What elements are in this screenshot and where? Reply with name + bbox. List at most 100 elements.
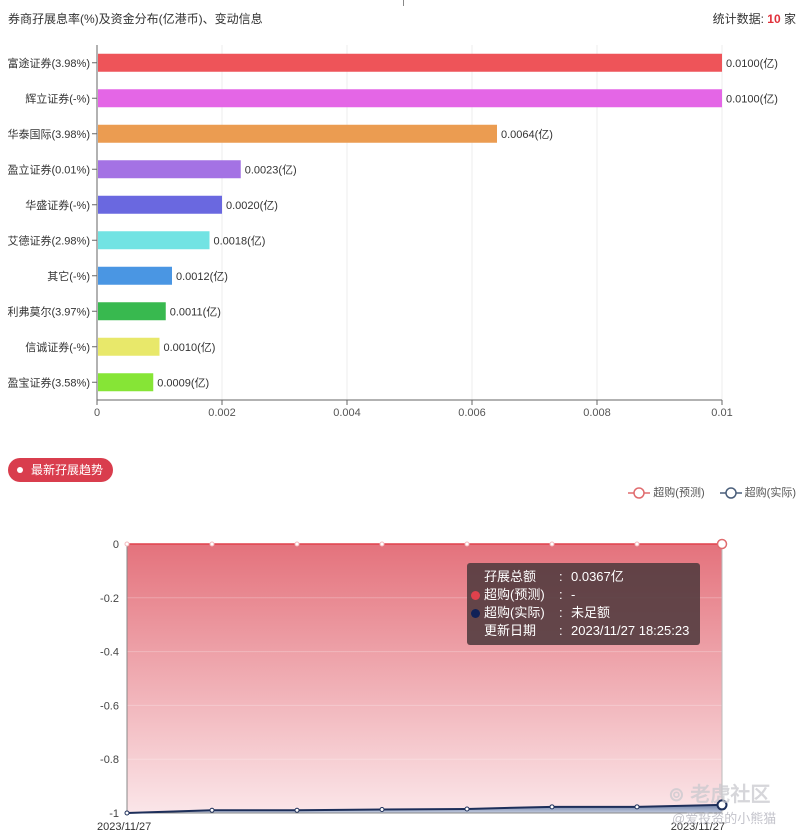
bar-x-tick-label: 0.006 (458, 407, 486, 419)
bar-x-tick-label: 0.01 (711, 407, 732, 419)
bar-category-label: 利弗莫尔(3.97%) (7, 304, 90, 318)
area-y-tick-label: -1 (109, 808, 119, 820)
bar (98, 231, 210, 250)
tooltip-row-total: 孖展总额 : 0.0367亿 (467, 568, 700, 586)
actual-point (464, 806, 470, 812)
tooltip-separator: : (559, 623, 563, 638)
actual-point (294, 807, 300, 813)
tooltip-key-total: 孖展总额 (484, 569, 537, 584)
predicted-point (549, 541, 555, 547)
predicted-point (634, 541, 640, 547)
stats-summary: 统计数据: 10 家 (713, 10, 796, 27)
bar-category-label: 华盛证券(-%) (25, 198, 90, 212)
actual-line (126, 803, 723, 814)
tooltip-separator: : (559, 605, 563, 620)
legend-label-actual: 超购(实际) (744, 487, 796, 499)
bar-value-label: 0.0023(亿) (245, 163, 297, 176)
actual-point (379, 807, 385, 813)
legend-item-actual[interactable]: 超购(实际) (719, 484, 796, 500)
tooltip-row-actual: 超购(实际) : 未足额 (467, 604, 700, 622)
predicted-point (294, 541, 300, 547)
tooltip-value-actual: 未足额 (571, 605, 611, 620)
bar-value-label: 0.0009(亿) (157, 376, 209, 389)
actual-dot-icon (471, 609, 480, 618)
tooltip-value-predicted: - (571, 587, 576, 602)
predicted-legend-icon (628, 487, 651, 499)
area-y-tick-label: -0.2 (100, 593, 119, 605)
bar (98, 160, 241, 179)
bar-value-label: 0.0100(亿) (726, 57, 778, 70)
data-tooltip: 孖展总额 : 0.0367亿 超购(预测) : - 超购(实际) : 未足额 更… (467, 563, 700, 645)
actual-legend-icon (719, 487, 742, 499)
bar-category-label: 华泰国际(3.98%) (7, 127, 90, 141)
stats-unit: 家 (783, 12, 796, 26)
bar-category-label: 辉立证券(-%) (25, 91, 90, 105)
page-title: 券商孖展息率(%)及资金分布(亿港币)、变动信息 (8, 12, 263, 26)
bar (98, 124, 497, 143)
stats-count: 10 (767, 12, 781, 26)
bar-category-label: 盈立证券(0.01%) (7, 162, 90, 176)
broker-bar-chart: 0 0.002 0.004 0.006 0.008 0.01 富途证券(3.98%) 0.01… (7, 45, 778, 419)
legend-item-predicted[interactable]: 超购(预测) (628, 484, 705, 500)
stats-label: 统计数据: (712, 12, 764, 26)
bar-x-tick-label: 0 (94, 407, 100, 419)
area-x-tick-label: 2023/11/27 (97, 821, 151, 833)
bar-value-label: 0.0011(亿) (170, 305, 221, 318)
area-y-tick-label: -0.4 (100, 647, 119, 659)
bar (98, 53, 722, 72)
bar (98, 337, 160, 356)
actual-point (209, 807, 215, 813)
predicted-point (124, 541, 130, 547)
trend-legend: 超购(预测) 超购(实际) (616, 484, 796, 500)
bar-value-label: 0.0100(亿) (726, 92, 778, 105)
actual-point (716, 799, 728, 811)
trend-section-badge[interactable]: 最新孖展趋势 (8, 458, 114, 482)
bar-category-label: 盈宝证券(3.58%) (7, 375, 90, 389)
tooltip-key-date: 更新日期 (484, 623, 537, 638)
area-y-tick-label: -0.6 (100, 700, 119, 712)
tooltip-row-date: 更新日期 : 2023/11/27 18:25:23 (467, 622, 700, 640)
bar-value-label: 0.0018(亿) (214, 234, 266, 247)
tooltip-key-actual: 超购(实际) (484, 605, 545, 620)
watermark-brand-text: 老虎社区 (690, 784, 771, 806)
watermark-brand: ⊚ 老虎社区 (668, 784, 771, 806)
bar (98, 302, 166, 321)
bar (98, 373, 154, 392)
tooltip-key-predicted: 超购(预测) (484, 587, 545, 602)
predicted-point (716, 538, 728, 550)
tooltip-value-total: 0.0367亿 (571, 569, 624, 584)
actual-point (549, 804, 555, 810)
area-x-tick-label: 2023/11/27 (671, 821, 725, 833)
bar-category-label: 富途证券(3.98%) (7, 56, 90, 70)
predicted-point (209, 541, 215, 547)
bar-x-tick-label: 0.004 (333, 407, 361, 419)
top-tick-mark (403, 0, 404, 6)
legend-label-predicted: 超购(预测) (653, 487, 705, 499)
bar-value-label: 0.0010(亿) (164, 341, 216, 354)
tooltip-value-date: 2023/11/27 18:25:23 (571, 623, 690, 638)
bar-category-label: 信诚证券(-%) (25, 340, 90, 354)
bar-value-label: 0.0064(亿) (501, 128, 553, 141)
bar (98, 195, 222, 214)
bar-value-label: 0.0012(亿) (176, 270, 228, 283)
tooltip-separator: : (559, 569, 563, 584)
tooltip-separator: : (559, 587, 563, 602)
actual-point (124, 810, 130, 816)
bar-x-tick-label: 0.008 (583, 407, 611, 419)
bar (98, 266, 172, 285)
tooltip-row-predicted: 超购(预测) : - (467, 586, 700, 604)
bar-category-label: 艾德证券(2.98%) (7, 233, 90, 247)
bar-value-label: 0.0020(亿) (226, 199, 278, 212)
trend-section-label: 最新孖展趋势 (31, 463, 104, 477)
predicted-point (379, 541, 385, 547)
actual-point (634, 804, 640, 810)
watermark-user: @爱投资的小熊猫 (672, 811, 777, 826)
predicted-point (464, 541, 470, 547)
area-y-tick-label: -0.8 (100, 754, 119, 766)
bar-category-label: 其它(-%) (47, 269, 90, 283)
bullet-dot-icon (17, 466, 23, 473)
area-y-tick-label: 0 (113, 539, 119, 551)
bar (98, 89, 722, 108)
predicted-dot-icon (471, 591, 480, 600)
bar-x-tick-label: 0.002 (208, 407, 236, 419)
